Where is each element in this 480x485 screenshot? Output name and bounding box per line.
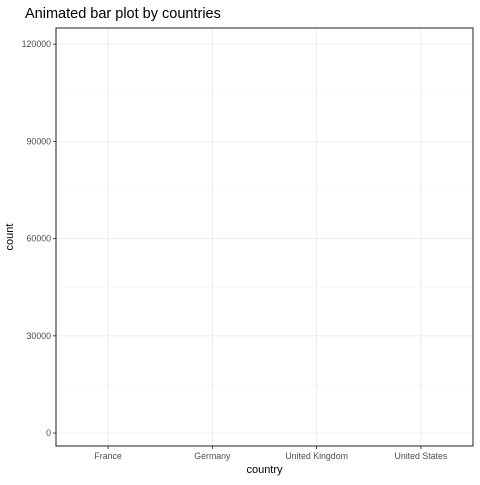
panel-border	[56, 28, 473, 446]
y-axis: 0 30000 60000 90000 120000	[22, 39, 56, 438]
x-axis: France Germany United Kingdom United States	[94, 446, 447, 461]
grid-lines	[56, 28, 473, 446]
y-tick-label: 0	[46, 428, 51, 438]
chart-title: Animated bar plot by countries	[25, 6, 221, 22]
x-tick-label: Germany	[194, 451, 231, 461]
x-tick-label: United Kingdom	[285, 451, 348, 461]
x-tick-label: United States	[394, 451, 447, 461]
x-tick-label: France	[94, 451, 121, 461]
y-tick-label: 90000	[27, 136, 52, 146]
y-tick-label: 30000	[27, 331, 52, 341]
y-tick-label: 60000	[27, 234, 52, 244]
y-tick-label: 120000	[22, 39, 51, 49]
y-axis-label: count	[4, 224, 16, 251]
x-axis-label: country	[246, 464, 283, 476]
